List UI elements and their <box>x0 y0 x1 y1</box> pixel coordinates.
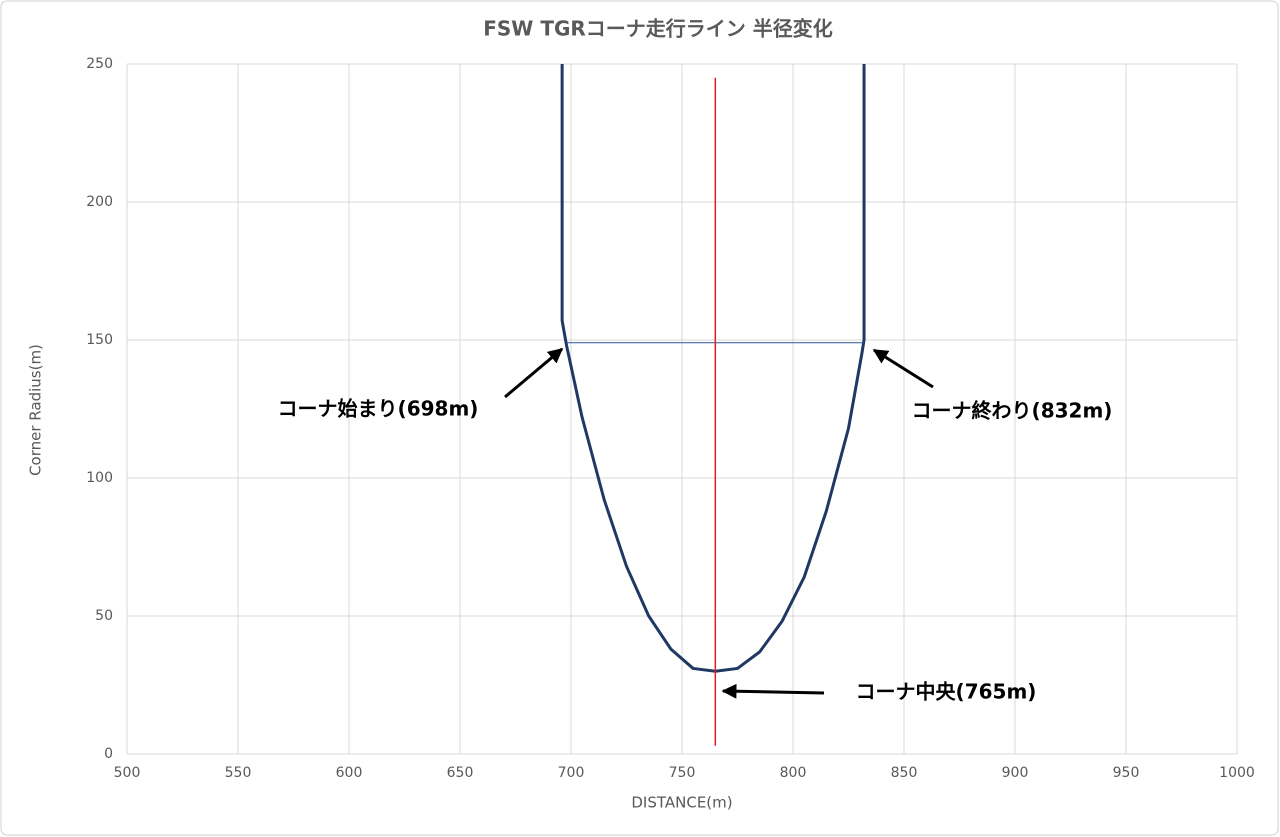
chart-title: FSW TGRコーナ走行ライン 半径変化 <box>483 17 833 41</box>
y-tick-label: 100 <box>86 470 113 486</box>
x-tick-label: 600 <box>336 765 363 781</box>
y-tick-label: 200 <box>86 194 113 210</box>
x-tick-label: 500 <box>114 765 141 781</box>
x-tick-label: 650 <box>447 765 474 781</box>
annotation: コーナ中央(765m) <box>856 680 1037 704</box>
arrow <box>872 348 934 389</box>
annotation: コーナ終わり(832m) <box>912 399 1113 423</box>
grid: 0 50 100 150 200 250 500 550 600 650 700 750 800 850 9… <box>86 56 1255 781</box>
y-tick-label: 50 <box>95 608 113 624</box>
x-tick-label: 700 <box>558 765 585 781</box>
y-tick-label: 250 <box>86 56 113 72</box>
y-axis-label: Corner Radius(m) <box>27 344 45 476</box>
x-tick-label: 950 <box>1113 765 1140 781</box>
x-tick-label: 1000 <box>1219 765 1255 781</box>
x-tick-label: 900 <box>1002 765 1029 781</box>
arrow <box>721 683 825 699</box>
x-tick-label: 550 <box>225 765 252 781</box>
plot-area <box>560 64 866 746</box>
y-tick-label: 150 <box>86 332 113 348</box>
x-tick-label: 750 <box>669 765 696 781</box>
arrow <box>504 347 564 399</box>
x-tick-label: 800 <box>780 765 807 781</box>
y-tick-label: 0 <box>104 746 113 762</box>
x-tick-label: 850 <box>891 765 918 781</box>
x-axis-label: DISTANCE(m) <box>631 794 732 812</box>
annotation: コーナ始まり(698m) <box>278 397 479 421</box>
